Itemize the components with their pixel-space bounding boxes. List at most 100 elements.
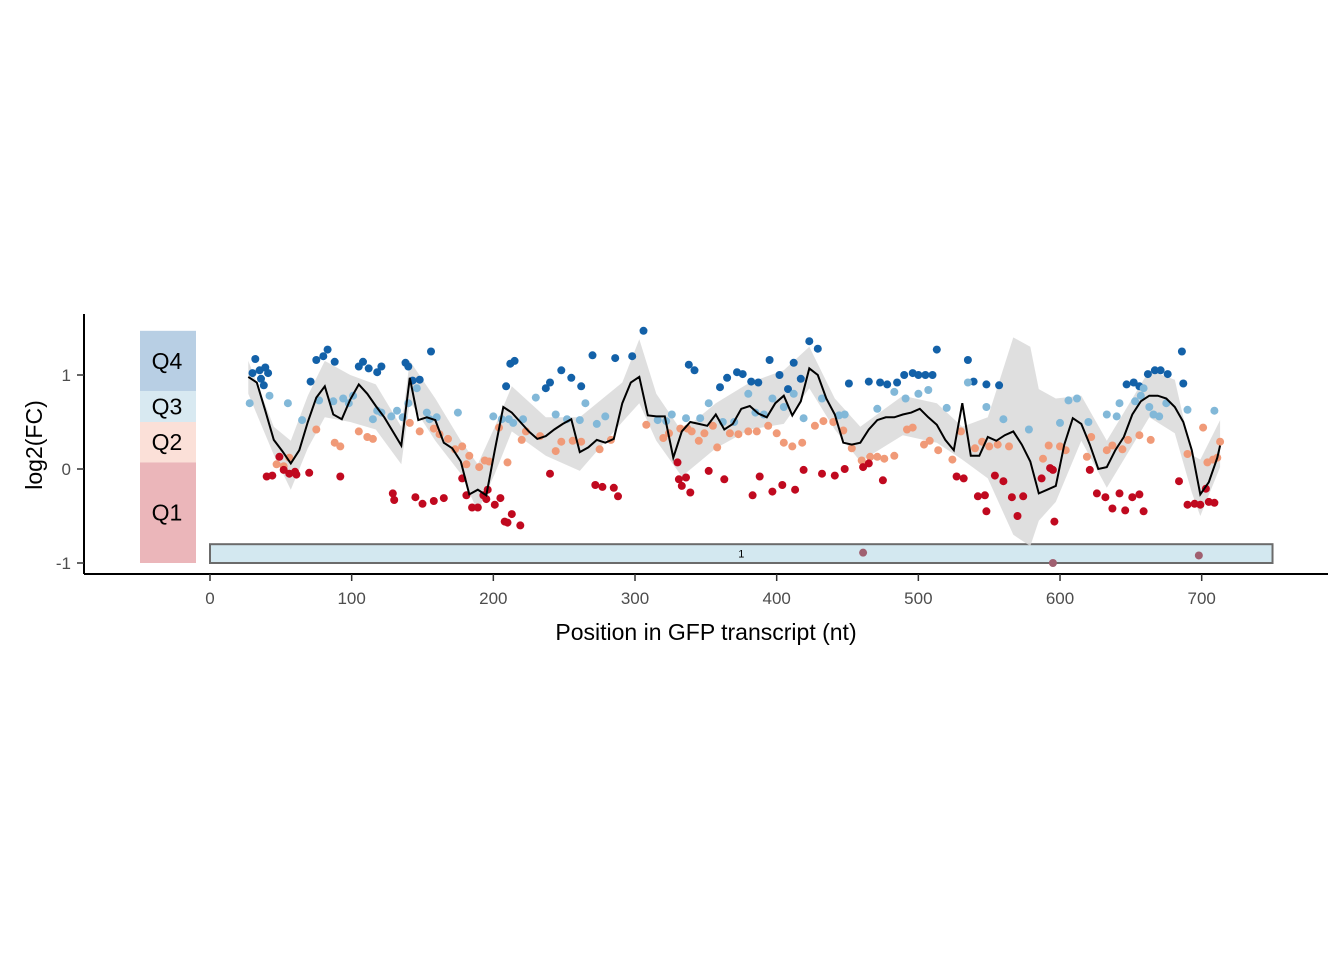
- point-q3: [768, 394, 777, 403]
- point-q4: [373, 368, 382, 377]
- point-q3: [1210, 406, 1219, 415]
- point-q3: [873, 404, 882, 413]
- point-q2: [772, 429, 781, 438]
- point-q3: [601, 412, 610, 421]
- point-q1: [973, 492, 982, 501]
- point-q3: [1155, 412, 1164, 421]
- point-q2: [839, 426, 848, 435]
- point-q2: [444, 434, 452, 443]
- site-markers: [859, 548, 1203, 567]
- point-q1: [1085, 465, 1094, 474]
- point-q4: [359, 357, 367, 366]
- point-q2: [551, 447, 560, 456]
- point-q3: [453, 408, 462, 417]
- band-label-q2: Q2: [152, 429, 183, 455]
- point-q3: [914, 389, 923, 398]
- point-q3: [393, 406, 401, 415]
- point-q2: [1216, 437, 1225, 446]
- point-q1: [748, 491, 757, 500]
- point-q2: [475, 463, 484, 472]
- point-q4: [690, 366, 699, 375]
- point-q2: [462, 460, 471, 469]
- point-q1: [411, 493, 420, 502]
- point-q1: [1048, 465, 1057, 474]
- point-q4: [738, 370, 747, 379]
- point-q3: [315, 396, 324, 405]
- point-q2: [517, 435, 526, 444]
- point-q3: [682, 414, 690, 423]
- point-q2: [985, 442, 994, 451]
- point-q4: [900, 371, 909, 379]
- point-q3: [283, 399, 292, 408]
- point-q4: [716, 383, 724, 392]
- quartile-bands: Q4 Q3 Q2 Q1: [140, 330, 196, 563]
- point-q3: [551, 410, 560, 419]
- band-q4: [140, 330, 196, 391]
- point-q3: [422, 408, 431, 417]
- point-q1: [1115, 489, 1124, 498]
- point-q1: [755, 472, 764, 481]
- point-q1: [388, 489, 397, 498]
- point-q1: [390, 496, 399, 504]
- point-q2: [557, 437, 566, 446]
- point-q2: [503, 458, 512, 467]
- point-q2: [429, 424, 438, 433]
- point-q4: [502, 382, 511, 391]
- point-q3: [1084, 418, 1093, 426]
- point-q1: [830, 471, 839, 480]
- point-q2: [1118, 445, 1127, 454]
- point-q1: [1210, 498, 1219, 507]
- point-q2: [734, 430, 743, 439]
- point-q2: [458, 442, 467, 451]
- point-q2: [336, 442, 345, 451]
- point-q3: [509, 418, 518, 427]
- point-q3: [667, 410, 676, 419]
- point-q1: [818, 469, 826, 478]
- point-q1: [1050, 517, 1059, 526]
- point-q4: [747, 377, 756, 386]
- point-q3: [1139, 384, 1148, 393]
- point-q4: [611, 354, 620, 363]
- point-q1: [279, 465, 288, 474]
- y-tick-label: 0: [62, 460, 71, 479]
- point-q1: [952, 472, 961, 481]
- point-q3: [245, 399, 254, 408]
- point-q1: [980, 491, 989, 500]
- point-q4: [577, 382, 586, 391]
- point-q3: [942, 403, 951, 412]
- point-q4: [796, 374, 805, 383]
- point-q1: [598, 482, 607, 491]
- point-q2: [485, 457, 494, 466]
- point-q2: [1039, 454, 1047, 463]
- point-q2: [829, 418, 838, 426]
- point-q4: [789, 358, 798, 367]
- band-q2: [140, 422, 196, 463]
- point-q2: [788, 442, 797, 451]
- point-q4: [754, 378, 763, 387]
- point-q2: [568, 436, 577, 445]
- point-q2: [465, 451, 474, 460]
- point-q1: [418, 499, 427, 508]
- point-q2: [725, 429, 734, 438]
- point-q2: [971, 444, 979, 453]
- point-q2: [908, 423, 917, 432]
- point-q2: [819, 417, 828, 426]
- point-q1: [674, 475, 683, 484]
- point-q3: [592, 419, 601, 428]
- x-axis-title: Position in GFP transcript (nt): [555, 619, 856, 645]
- point-q2: [890, 451, 899, 460]
- point-q1: [614, 492, 622, 501]
- point-q3: [901, 394, 910, 403]
- point-q1: [673, 458, 682, 467]
- point-q2: [595, 445, 604, 454]
- point-q4: [1163, 370, 1172, 379]
- point-q1: [1013, 512, 1022, 520]
- point-q2: [415, 427, 424, 436]
- point-q4: [264, 369, 273, 378]
- point-q4: [404, 362, 413, 371]
- point-q1: [482, 495, 491, 504]
- point-q3: [1102, 410, 1111, 419]
- point-q1: [1108, 504, 1117, 513]
- point-q1: [268, 471, 277, 480]
- point-q1: [1019, 492, 1028, 501]
